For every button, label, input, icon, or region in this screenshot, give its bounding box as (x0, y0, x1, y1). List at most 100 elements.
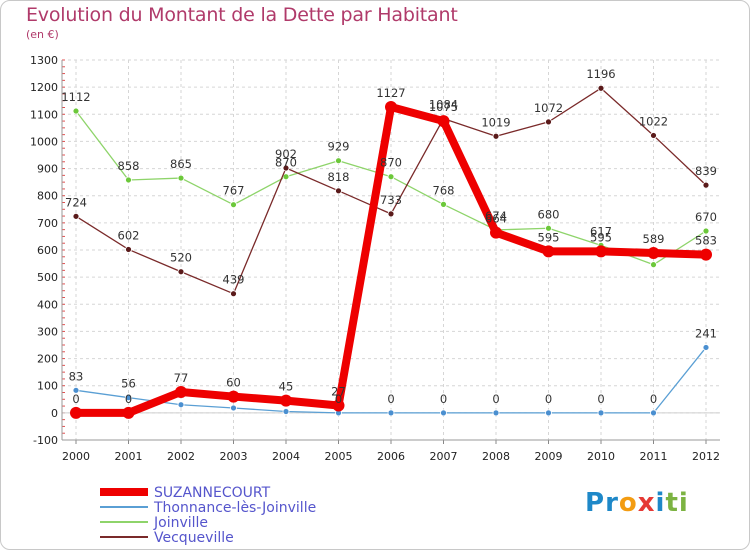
data-label: 767 (223, 184, 245, 198)
data-label: 929 (328, 140, 350, 154)
x-tick-label: 2003 (220, 450, 248, 463)
point-1-10 (597, 409, 605, 417)
point-1-3 (230, 404, 237, 412)
data-label: 670 (695, 210, 717, 224)
point-3-11 (650, 132, 657, 139)
point-0-6 (385, 100, 397, 113)
point-0-11 (647, 246, 660, 259)
data-label: 1084 (429, 98, 458, 112)
data-label: 0 (545, 392, 552, 406)
point-1-2 (177, 401, 185, 409)
point-1-11 (650, 409, 657, 417)
data-label: 595 (538, 230, 560, 244)
point-1-12 (702, 344, 710, 351)
point-0-2 (175, 385, 187, 398)
data-label: 1196 (586, 67, 615, 81)
y-tick-label: 1100 (30, 108, 58, 121)
point-2-1 (125, 176, 132, 184)
point-3-4 (282, 164, 290, 172)
data-label: 724 (65, 195, 87, 209)
data-label: 1127 (376, 86, 405, 100)
data-label: 0 (125, 392, 132, 406)
point-1-7 (440, 409, 447, 417)
logo-letter: i (678, 488, 689, 518)
x-tick-label: 2002 (167, 450, 195, 463)
x-tick-label: 2010 (587, 450, 615, 463)
point-3-10 (597, 84, 605, 92)
point-0-7 (437, 115, 450, 128)
x-tick-label: 2011 (640, 450, 668, 463)
data-label: 27 (331, 385, 346, 399)
data-label: 674 (485, 209, 507, 223)
point-0-4 (280, 394, 292, 407)
data-label: 0 (440, 392, 447, 406)
point-3-1 (125, 246, 132, 253)
data-label: 0 (335, 392, 342, 406)
point-2-5 (335, 157, 342, 165)
logo-letter: x (637, 488, 656, 518)
point-3-9 (545, 118, 552, 126)
axes: -100010020030040050060070080090010001100… (30, 54, 720, 463)
point-3-0 (72, 212, 80, 220)
x-tick-label: 2007 (430, 450, 458, 463)
point-1-6 (387, 409, 395, 417)
data-label: 664 (485, 212, 507, 226)
proxiti-logo: Proxiti (585, 488, 689, 518)
data-label: 60 (226, 376, 241, 390)
data-label: 595 (590, 230, 612, 244)
y-tick-label: 600 (37, 244, 58, 257)
point-3-6 (387, 210, 395, 218)
logo-letter: P (585, 488, 606, 518)
point-0-1 (122, 406, 135, 419)
y-tick-label: 500 (37, 271, 58, 284)
y-tick-label: 100 (37, 380, 58, 393)
data-label: 870 (380, 156, 402, 170)
data-label: 839 (695, 164, 717, 178)
point-0-3 (227, 390, 240, 403)
point-2-12 (702, 227, 710, 235)
point-3-12 (702, 181, 710, 189)
data-label: 583 (695, 234, 717, 248)
data-label: 0 (650, 392, 657, 406)
point-1-9 (545, 409, 552, 417)
point-2-2 (177, 174, 185, 182)
legend-label-3: Vecqueville (154, 530, 234, 546)
x-tick-label: 2012 (692, 450, 720, 463)
point-0-5 (332, 399, 345, 412)
point-0-8 (490, 226, 502, 239)
data-label: 77 (174, 371, 189, 385)
y-tick-label: 900 (37, 163, 58, 176)
legend-label-0: SUZANNECOURT (154, 485, 271, 501)
point-1-0 (72, 386, 80, 394)
data-label: 520 (170, 251, 192, 265)
y-tick-label: 800 (37, 190, 58, 203)
point-0-9 (542, 245, 555, 258)
legend-label-1: Thonnance-lès-Joinville (153, 500, 316, 516)
data-label: 865 (170, 157, 192, 171)
point-2-3 (230, 201, 237, 209)
data-label: 83 (69, 369, 84, 383)
data-label: 589 (643, 232, 665, 246)
point-0-12 (700, 248, 712, 261)
point-1-8 (492, 409, 500, 417)
x-tick-label: 2006 (377, 450, 405, 463)
data-label: 45 (279, 380, 294, 394)
x-tick-label: 2001 (115, 450, 143, 463)
x-tick-label: 2009 (535, 450, 563, 463)
data-label: 56 (121, 377, 136, 391)
data-label: 733 (380, 193, 402, 207)
point-3-8 (492, 132, 500, 140)
y-tick-label: 700 (37, 217, 58, 230)
x-tick-label: 2004 (272, 450, 300, 463)
data-label: 0 (597, 392, 604, 406)
y-tick-label: 400 (37, 298, 58, 311)
y-tick-label: 0 (51, 407, 58, 420)
y-tick-label: -100 (33, 434, 58, 447)
series-lines (70, 84, 712, 419)
point-2-9 (545, 224, 552, 232)
logo-letter: i (655, 488, 666, 518)
data-label: 602 (118, 228, 140, 242)
